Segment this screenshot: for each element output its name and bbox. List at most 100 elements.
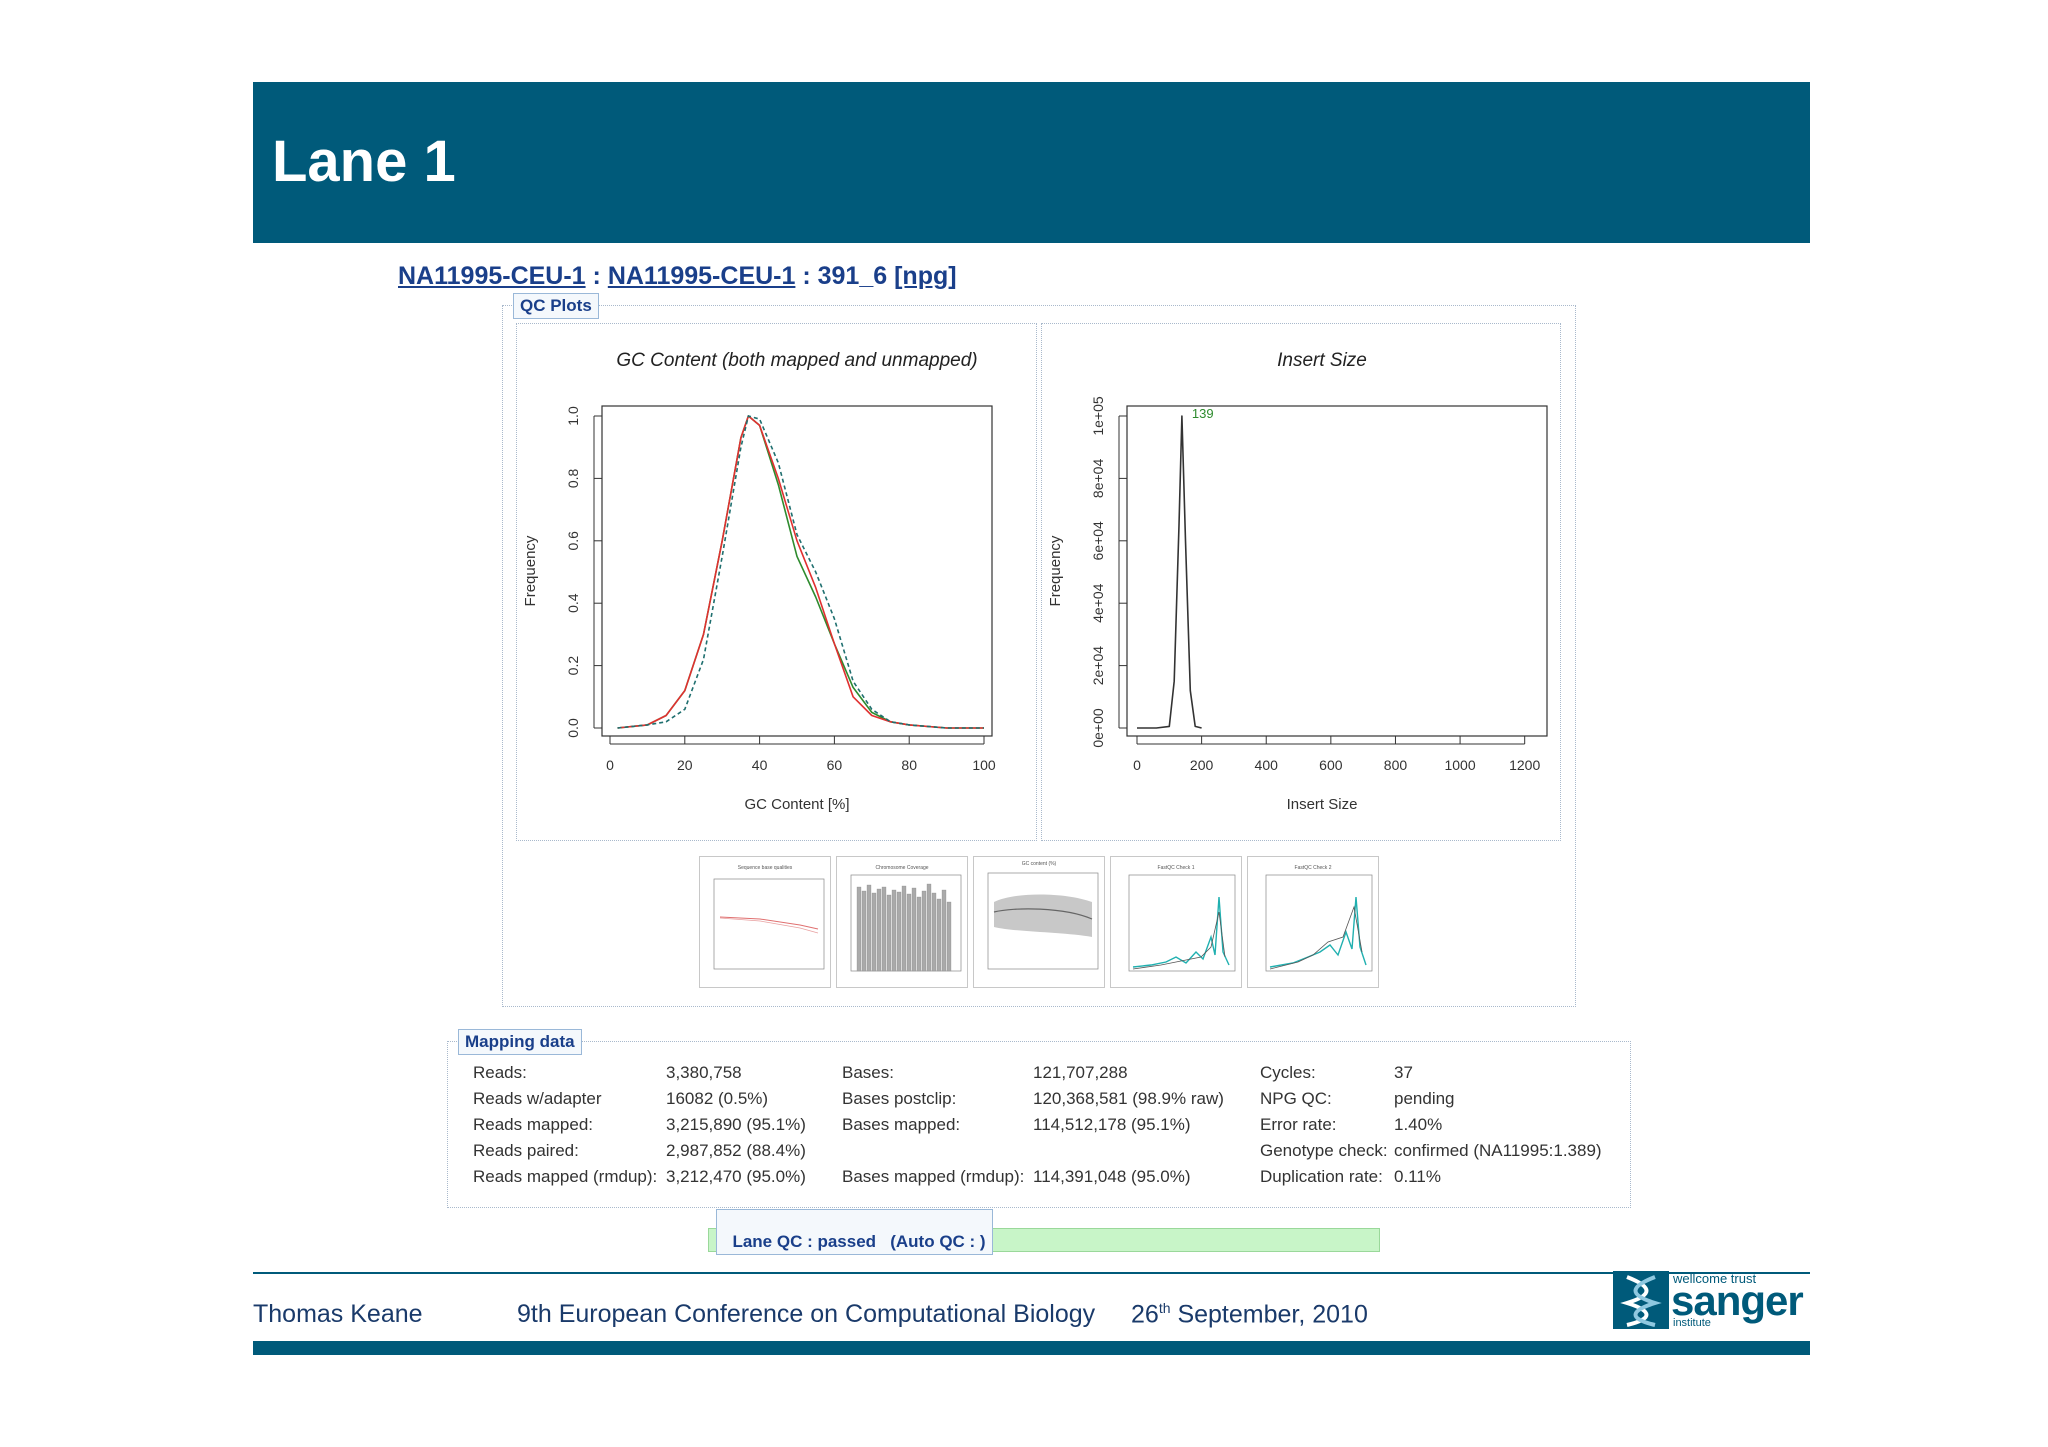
- breadcrumb-link-npg[interactable]: [npg]: [894, 262, 957, 290]
- footer-bar: [253, 1341, 1810, 1355]
- thumbnail-title: FastQC Check 1: [1158, 865, 1195, 871]
- mapping-label: Reads mapped:: [473, 1115, 594, 1134]
- series-line-0: [617, 415, 984, 729]
- x-tick-label: 80: [901, 757, 917, 773]
- mapping-data-panel: [447, 1041, 1631, 1208]
- thumbnail-title: GC content (%): [1022, 861, 1057, 867]
- x-axis-label: Insert Size: [1287, 796, 1358, 813]
- x-tick-label: 0: [1133, 757, 1141, 773]
- chart-title: Insert Size: [1277, 350, 1367, 371]
- y-tick-label: 0.4: [565, 593, 581, 613]
- mapping-value: 3,380,758: [666, 1063, 742, 1082]
- x-axis-label: GC Content [%]: [744, 796, 849, 813]
- y-tick-label: 8e+04: [1090, 459, 1106, 499]
- mapping-value: 3,215,890 (95.1%): [666, 1115, 806, 1134]
- mapping-label: Genotype check:: [1260, 1141, 1388, 1160]
- gc-content-chart-panel: GC Content (both mapped and unmapped) 0 20…: [516, 323, 1037, 841]
- breadcrumb-link-sample[interactable]: NA11995-CEU-1: [398, 262, 586, 290]
- x-tick-label: 100: [972, 757, 996, 773]
- mapping-value: 2,987,852 (88.4%): [666, 1141, 806, 1160]
- plot-frame: [601, 405, 993, 737]
- mapping-label: Bases mapped:: [842, 1115, 961, 1134]
- x-tick-label: 1200: [1509, 757, 1540, 773]
- y-tick-label: 1e+05: [1090, 396, 1106, 436]
- mapping-value: 114,512,178 (95.1%): [1033, 1115, 1191, 1134]
- lane-qc-status: Lane QC : passed (Auto QC : ): [716, 1209, 993, 1255]
- thumbnail-chromosome-coverage[interactable]: Chromosome Coverage: [836, 856, 968, 988]
- plot-frame: [1126, 405, 1548, 737]
- dna-helix-icon: [1613, 1271, 1669, 1329]
- y-tick-label: 0e+00: [1090, 708, 1106, 748]
- insert-size-chart: Insert Size 0 200 400 600 800 1000 1200 0e+00 2e+…: [1047, 350, 1548, 813]
- chart-title: GC Content (both mapped and unmapped): [616, 350, 977, 371]
- qc-plots-legend: QC Plots: [513, 293, 599, 319]
- sanger-logo: wellcome trust sanger institute: [1613, 1271, 1809, 1329]
- slide-title-bar: [253, 82, 1810, 243]
- mapping-label: Cycles:: [1260, 1063, 1316, 1082]
- y-tick-label: 0.6: [565, 531, 581, 551]
- breadcrumb-link-library[interactable]: NA11995-CEU-1: [607, 262, 796, 290]
- mapping-data-legend: Mapping data: [458, 1029, 582, 1055]
- thumbnail-title: Sequence base qualities: [738, 865, 793, 871]
- mapping-value: 121,707,288: [1033, 1063, 1128, 1082]
- chromosome-coverage-plot-icon: Chromosome Coverage: [850, 865, 962, 972]
- mapping-value: 120,368,581 (98.9% raw): [1033, 1089, 1224, 1108]
- fastqc-plot-1-icon: FastQC Check 1: [1128, 865, 1236, 972]
- x-tick-label: 600: [1319, 757, 1343, 773]
- thumbnail-fastqc-check-1[interactable]: FastQC Check 1: [1110, 856, 1242, 988]
- mapping-value: 0.11%: [1394, 1167, 1441, 1186]
- slide-title: Lane 1: [272, 129, 456, 194]
- series-line-1: [617, 415, 984, 729]
- mapping-value: 16082 (0.5%): [666, 1089, 769, 1108]
- y-tick-label: 0.8: [565, 468, 581, 488]
- x-tick-label: 200: [1190, 757, 1214, 773]
- y-axis-label: Frequency: [522, 535, 539, 606]
- mapping-label: Error rate:: [1260, 1115, 1337, 1134]
- footer-date-suffix: th: [1158, 1300, 1171, 1316]
- breadcrumb-separator: :: [585, 262, 608, 290]
- thumbnail-fastqc-check-2[interactable]: FastQC Check 2: [1247, 856, 1379, 988]
- breadcrumb: NA11995-CEU-1 : NA11995-CEU-1 : 391_6 [n…: [398, 262, 957, 291]
- mapping-label: Reads w/adapter: [473, 1089, 602, 1108]
- mapping-label: Reads paired:: [473, 1141, 579, 1160]
- footer-date-day: 26: [1131, 1300, 1159, 1329]
- mapping-label: Bases postclip:: [842, 1089, 957, 1108]
- gc-depth-plot-icon: GC content (%): [987, 861, 1099, 970]
- gc-content-chart: GC Content (both mapped and unmapped) 0 20…: [522, 350, 996, 813]
- auto-qc-label: (Auto QC : ): [890, 1232, 986, 1251]
- lane-qc-label: Lane QC : passed: [732, 1232, 877, 1251]
- y-tick-label: 1.0: [565, 406, 581, 426]
- mapping-label: Bases:: [842, 1063, 894, 1082]
- peak-label: 139: [1192, 406, 1214, 421]
- x-tick-label: 40: [752, 757, 768, 773]
- insert-size-chart-panel: Insert Size 0 200 400 600 800 1000 1200 0e+00 2e+…: [1041, 323, 1561, 841]
- fastqc-plot-2-icon: FastQC Check 2: [1265, 865, 1373, 972]
- x-tick-label: 20: [677, 757, 693, 773]
- y-axis-label: Frequency: [1047, 535, 1064, 606]
- mapping-value: 37: [1394, 1063, 1413, 1082]
- thumbnail-gc-content[interactable]: GC content (%): [973, 856, 1105, 988]
- y-tick-label: 0.2: [565, 656, 581, 676]
- logo-wellcome-trust: wellcome trust: [1673, 1271, 1757, 1286]
- series-line-0: [1137, 415, 1202, 729]
- footer-author: Thomas Keane: [253, 1300, 423, 1328]
- x-tick-label: 1000: [1444, 757, 1475, 773]
- mapping-label: Reads:: [473, 1063, 527, 1082]
- footer-rule: [253, 1272, 1810, 1274]
- thumbnail-sequence-base-qualities[interactable]: Sequence base qualities: [699, 856, 831, 988]
- y-tick-label: 2e+04: [1090, 646, 1106, 686]
- mapping-value: 1.40%: [1394, 1115, 1443, 1134]
- qc-plots-panel: [502, 305, 1576, 1007]
- series-line-2: [617, 415, 984, 729]
- y-tick-label: 0.0: [565, 718, 581, 738]
- x-tick-label: 0: [606, 757, 614, 773]
- y-tick-label: 4e+04: [1090, 583, 1106, 623]
- footer-date-rest: September, 2010: [1170, 1300, 1368, 1329]
- x-tick-label: 800: [1384, 757, 1408, 773]
- base-qualities-plot-icon: Sequence base qualities: [713, 865, 825, 970]
- thumbnail-title: Chromosome Coverage: [875, 865, 928, 871]
- mapping-label: Duplication rate:: [1260, 1167, 1383, 1186]
- mapping-value: 114,391,048 (95.0%): [1033, 1167, 1191, 1186]
- x-tick-label: 60: [827, 757, 843, 773]
- y-tick-label: 6e+04: [1090, 521, 1106, 561]
